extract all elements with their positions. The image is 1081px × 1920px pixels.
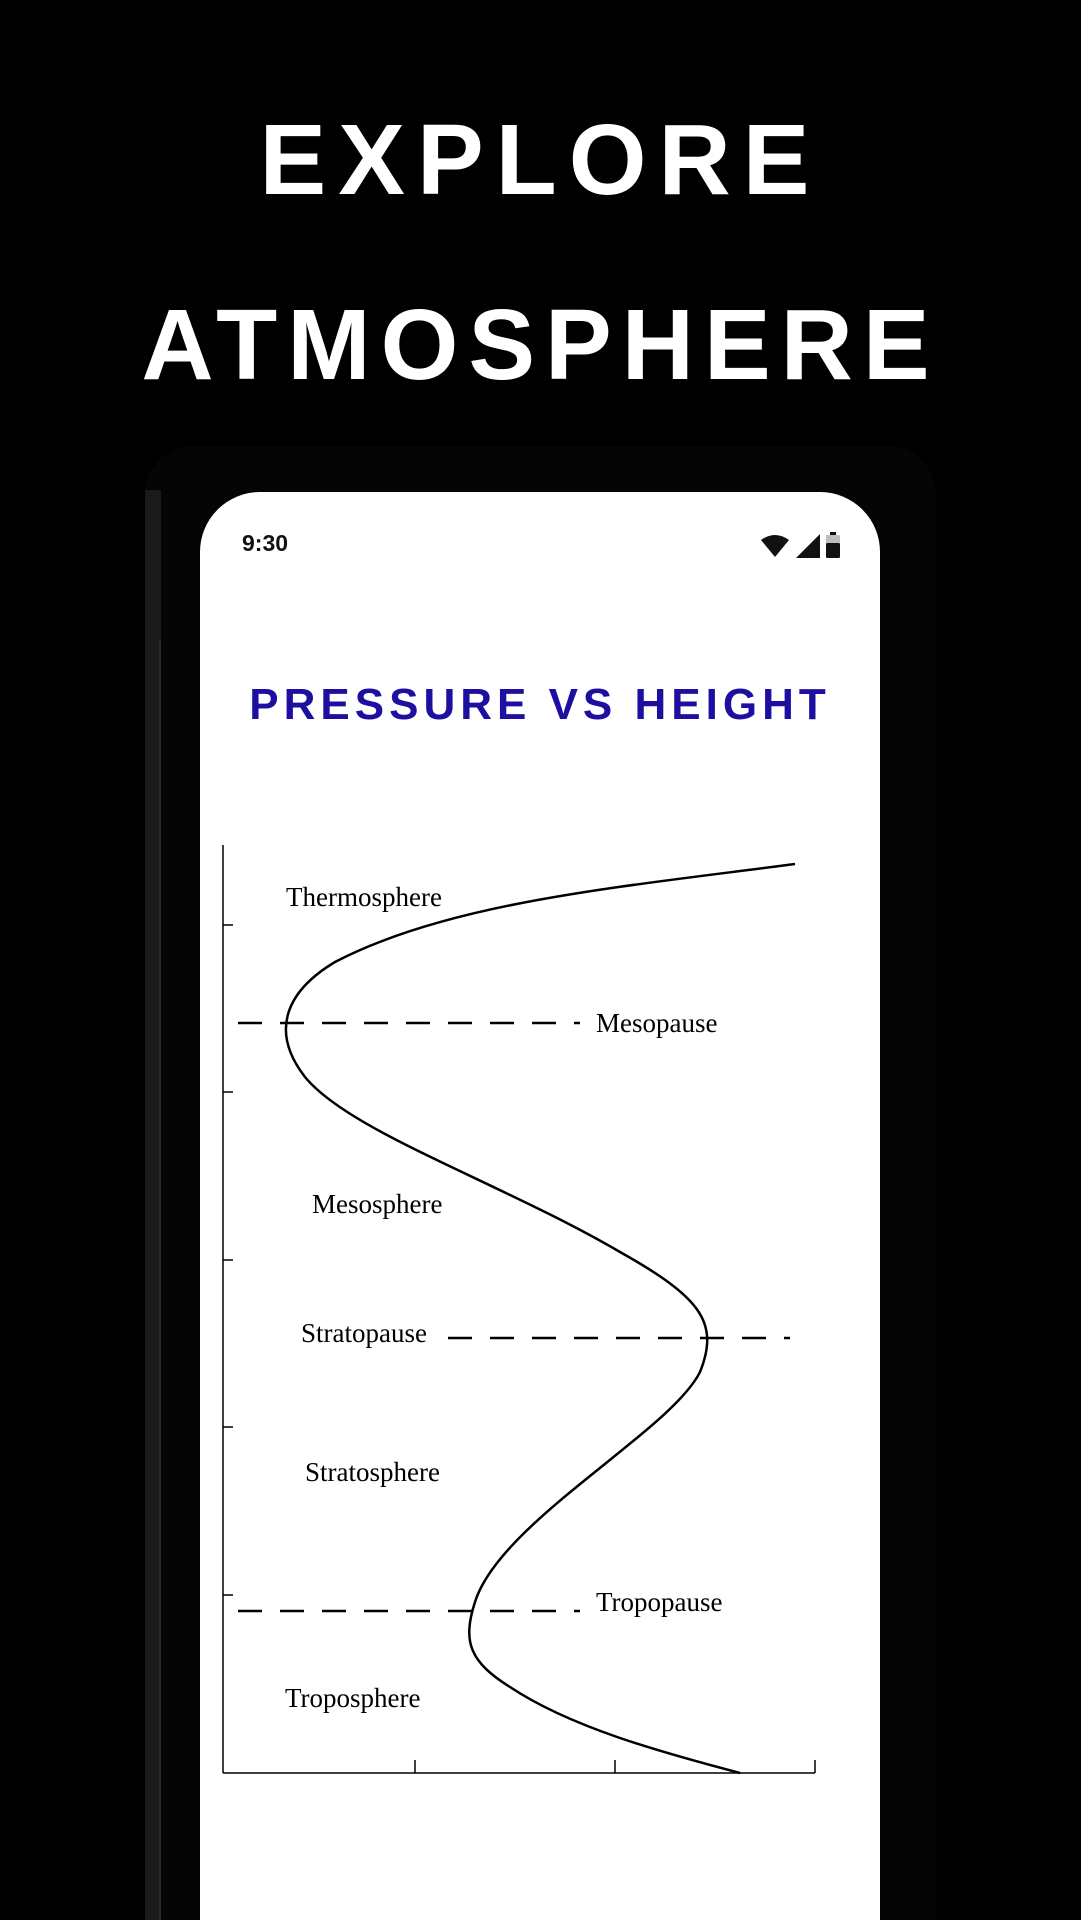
cell-signal-icon (796, 534, 820, 558)
boundary-label-tropopause: Tropopause (596, 1587, 723, 1617)
promo-title-line-1: EXPLORE (259, 104, 822, 216)
boundary-label-mesopause: Mesopause (596, 1008, 717, 1038)
pressure-height-chart: Thermosphere Mesopause Mesosphere Strato… (222, 845, 816, 1775)
screen-title: PRESSURE VS HEIGHT (249, 680, 831, 729)
layer-label-troposphere: Troposphere (285, 1683, 421, 1713)
phone-side-edge (145, 490, 161, 1920)
status-icons (760, 532, 840, 558)
phone-screen: 9:30 PRESSURE VS HEIGHT (200, 492, 880, 1920)
promo-title-line-2: ATMOSPHERE (141, 289, 940, 401)
status-time: 9:30 (242, 530, 289, 556)
battery-icon (826, 532, 840, 558)
layer-label-mesosphere: Mesosphere (312, 1189, 442, 1219)
layer-label-thermosphere: Thermosphere (286, 882, 442, 912)
wifi-icon (761, 535, 789, 557)
boundary-label-stratopause: Stratopause (301, 1318, 427, 1348)
pressure-curve (284, 862, 796, 1775)
layer-label-stratosphere: Stratosphere (305, 1457, 440, 1487)
phone-side-highlight (159, 640, 161, 1920)
